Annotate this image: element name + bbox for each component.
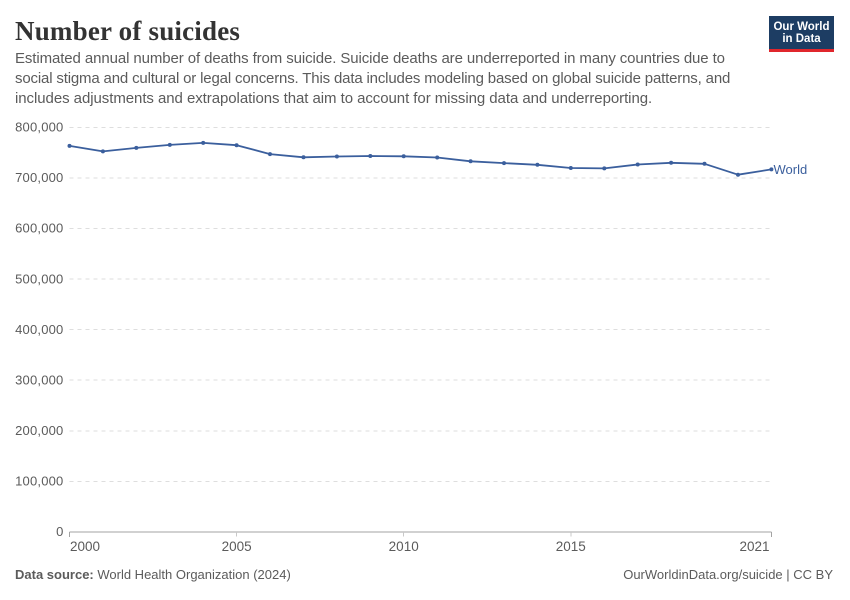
svg-text:800,000: 800,000 <box>15 120 63 135</box>
svg-text:400,000: 400,000 <box>15 322 63 337</box>
svg-text:World: World <box>774 162 808 177</box>
svg-text:2015: 2015 <box>556 539 586 554</box>
svg-text:2000: 2000 <box>70 539 100 554</box>
svg-text:200,000: 200,000 <box>15 423 63 438</box>
svg-text:300,000: 300,000 <box>15 372 63 387</box>
svg-text:600,000: 600,000 <box>15 221 63 236</box>
svg-text:100,000: 100,000 <box>15 474 63 489</box>
svg-text:2005: 2005 <box>222 539 252 554</box>
svg-text:2021: 2021 <box>739 539 769 554</box>
svg-text:500,000: 500,000 <box>15 271 63 286</box>
svg-text:700,000: 700,000 <box>15 170 63 185</box>
svg-text:0: 0 <box>56 524 63 539</box>
svg-text:2010: 2010 <box>389 539 419 554</box>
